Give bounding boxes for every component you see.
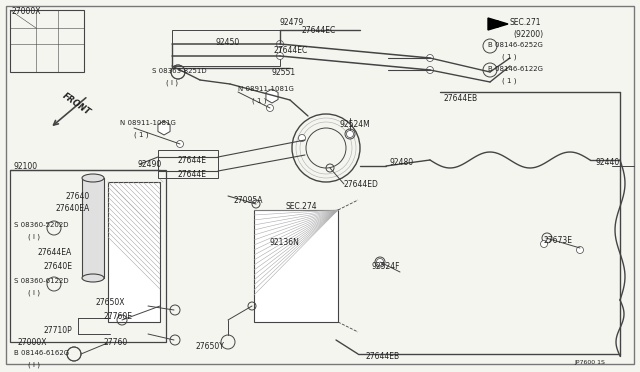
Text: 92551: 92551 [272,68,296,77]
Text: 27644E: 27644E [178,156,207,165]
Text: 27644EB: 27644EB [444,94,478,103]
Text: ( I ): ( I ) [28,362,40,369]
Text: ( 1 ): ( 1 ) [134,132,148,138]
Text: B 08146-6252G: B 08146-6252G [488,42,543,48]
Text: 92479: 92479 [280,18,304,27]
Bar [172,30,280,66]
Text: 27760E: 27760E [104,312,133,321]
Text: B 08146-6122G: B 08146-6122G [488,66,543,72]
Text: 27673E: 27673E [544,236,573,245]
Text: 27760: 27760 [104,338,128,347]
Bar [254,210,338,322]
Text: 27000X: 27000X [18,338,47,347]
Text: 27644EA: 27644EA [38,248,72,257]
Text: 27644EC: 27644EC [274,46,308,55]
Polygon shape [488,18,508,30]
Text: N 08911-1081G: N 08911-1081G [238,86,294,92]
Text: ( I ): ( I ) [28,290,40,296]
Text: 27095A: 27095A [234,196,264,205]
Circle shape [276,41,284,48]
Circle shape [577,247,584,253]
Text: 92524F: 92524F [372,262,401,271]
Bar [158,150,218,178]
Circle shape [541,241,547,247]
Circle shape [346,131,353,138]
Text: 27650X: 27650X [96,298,125,307]
Text: (92200): (92200) [513,30,543,39]
Text: ( 1 ): ( 1 ) [502,78,516,84]
Circle shape [298,135,305,141]
Text: 27644EB: 27644EB [366,352,400,361]
Text: 27640E: 27640E [44,262,73,271]
Text: 92440: 92440 [596,158,620,167]
Text: 92450: 92450 [216,38,240,47]
Text: 27710P: 27710P [44,326,73,335]
Text: 92524M: 92524M [340,120,371,129]
Bar [10,170,166,342]
Circle shape [266,105,273,112]
Text: ( 1 ): ( 1 ) [502,54,516,61]
Text: 92490: 92490 [138,160,163,169]
Text: 92480: 92480 [390,158,414,167]
Text: SEC.274: SEC.274 [286,202,317,211]
Text: B 08146-6162G: B 08146-6162G [14,350,69,356]
Circle shape [426,67,433,74]
Text: ( I ): ( I ) [28,234,40,241]
Circle shape [376,259,383,266]
Text: ( 1 ): ( 1 ) [252,98,266,105]
Text: N 08911-1081G: N 08911-1081G [120,120,176,126]
Text: 27644ED: 27644ED [344,180,379,189]
Circle shape [177,141,184,148]
Text: S 08360-5202D: S 08360-5202D [14,222,68,228]
Text: ( I ): ( I ) [166,80,178,87]
Text: 92100: 92100 [14,162,38,171]
Bar [108,182,160,322]
Text: 27000X: 27000X [12,7,42,16]
Text: SEC.271: SEC.271 [510,18,541,27]
Text: 27640: 27640 [65,192,89,201]
Text: 27640EA: 27640EA [56,204,90,213]
Ellipse shape [82,274,104,282]
Text: S 08363-8251D: S 08363-8251D [152,68,207,74]
Text: 27644E: 27644E [178,170,207,179]
Text: FRONT: FRONT [60,91,92,117]
Text: 27650Y: 27650Y [196,342,225,351]
Bar [10,10,84,72]
Text: JP7600 1S: JP7600 1S [574,360,605,365]
Text: 27644EC: 27644EC [302,26,336,35]
Ellipse shape [82,174,104,182]
Circle shape [276,52,284,60]
Text: S 08360-6122D: S 08360-6122D [14,278,68,284]
Text: 92136N: 92136N [270,238,300,247]
Bar [82,178,104,278]
Circle shape [426,55,433,61]
